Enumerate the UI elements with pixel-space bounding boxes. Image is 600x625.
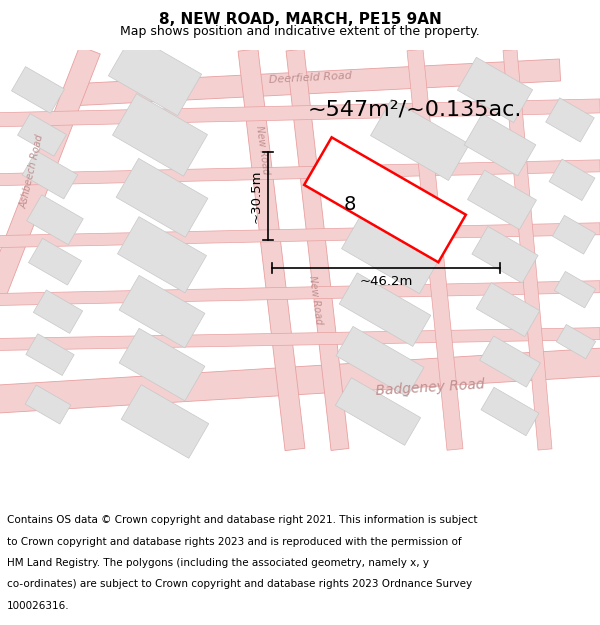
Text: ~46.2m: ~46.2m xyxy=(359,275,413,288)
Polygon shape xyxy=(371,99,469,181)
Polygon shape xyxy=(34,290,83,333)
Polygon shape xyxy=(11,67,64,113)
Polygon shape xyxy=(549,159,595,201)
Text: New Road: New Road xyxy=(254,125,271,175)
Text: co-ordinates) are subject to Crown copyright and database rights 2023 Ordnance S: co-ordinates) are subject to Crown copyr… xyxy=(7,579,472,589)
Polygon shape xyxy=(112,94,208,176)
Polygon shape xyxy=(17,114,67,156)
Polygon shape xyxy=(0,46,100,299)
Polygon shape xyxy=(119,328,205,401)
Polygon shape xyxy=(457,58,533,122)
Text: Ashbeech Road: Ashbeech Road xyxy=(19,134,46,210)
Polygon shape xyxy=(472,226,538,283)
Polygon shape xyxy=(339,273,431,346)
Polygon shape xyxy=(119,276,205,348)
Polygon shape xyxy=(70,59,560,106)
Polygon shape xyxy=(0,328,600,351)
Polygon shape xyxy=(554,271,596,308)
Polygon shape xyxy=(286,49,349,451)
Polygon shape xyxy=(22,151,78,199)
Text: ~547m²/~0.135ac.: ~547m²/~0.135ac. xyxy=(308,100,522,120)
Polygon shape xyxy=(479,336,541,387)
Polygon shape xyxy=(0,99,600,127)
Text: HM Land Registry. The polygons (including the associated geometry, namely x, y: HM Land Registry. The polygons (includin… xyxy=(7,558,429,568)
Text: Deerfield Road: Deerfield Road xyxy=(268,71,352,85)
Polygon shape xyxy=(26,334,74,376)
Polygon shape xyxy=(553,216,596,254)
Text: 8, NEW ROAD, MARCH, PE15 9AN: 8, NEW ROAD, MARCH, PE15 9AN xyxy=(158,12,442,28)
Polygon shape xyxy=(0,160,600,186)
Polygon shape xyxy=(336,326,424,397)
Polygon shape xyxy=(116,158,208,238)
Polygon shape xyxy=(0,222,600,248)
Polygon shape xyxy=(467,170,536,229)
Polygon shape xyxy=(464,114,536,176)
Polygon shape xyxy=(341,216,439,294)
Polygon shape xyxy=(481,388,539,436)
Text: Badgeney Road: Badgeney Road xyxy=(375,378,485,398)
Text: 100026316.: 100026316. xyxy=(7,601,70,611)
Text: Contains OS data © Crown copyright and database right 2021. This information is : Contains OS data © Crown copyright and d… xyxy=(7,515,478,525)
Polygon shape xyxy=(27,195,83,245)
Polygon shape xyxy=(335,378,421,446)
Polygon shape xyxy=(118,217,206,292)
Text: to Crown copyright and database rights 2023 and is reproduced with the permissio: to Crown copyright and database rights 2… xyxy=(7,536,462,546)
Polygon shape xyxy=(304,138,466,262)
Polygon shape xyxy=(25,385,71,424)
Polygon shape xyxy=(407,49,463,450)
Polygon shape xyxy=(503,49,552,450)
Polygon shape xyxy=(238,49,305,451)
Polygon shape xyxy=(545,98,595,142)
Text: Map shows position and indicative extent of the property.: Map shows position and indicative extent… xyxy=(120,24,480,38)
Text: ~30.5m: ~30.5m xyxy=(250,169,263,222)
Polygon shape xyxy=(121,385,209,458)
Polygon shape xyxy=(476,282,540,337)
Polygon shape xyxy=(0,281,600,306)
Polygon shape xyxy=(109,34,202,116)
Polygon shape xyxy=(29,238,82,285)
Text: 8: 8 xyxy=(344,195,356,214)
Polygon shape xyxy=(556,324,596,359)
Polygon shape xyxy=(0,348,600,414)
Text: New Road: New Road xyxy=(307,274,323,325)
